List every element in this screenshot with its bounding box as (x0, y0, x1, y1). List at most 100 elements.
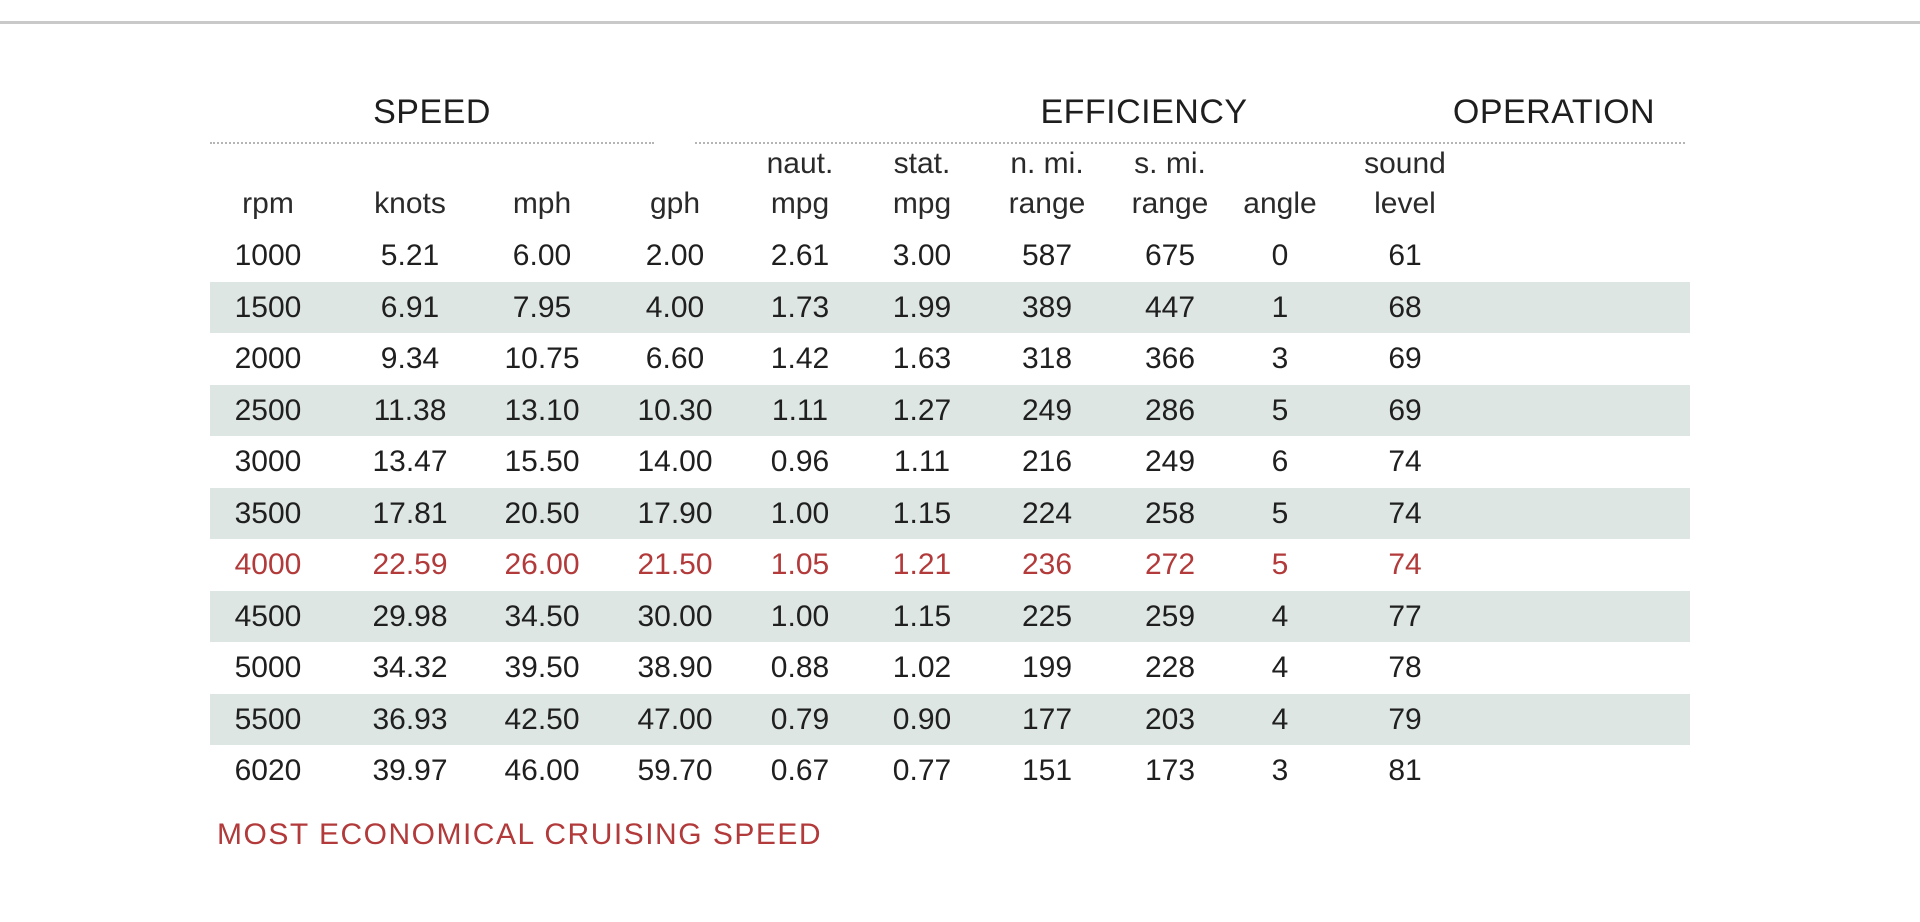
column-header-line2: angle (1243, 187, 1317, 220)
cell-gph: 21.50 (637, 548, 713, 581)
group-header-operation: OPERATION (1423, 90, 1685, 144)
cell-mph: 39.50 (504, 651, 580, 684)
cell-n-mi-range: 199 (1021, 651, 1073, 684)
cell-s-mi-range: 366 (1144, 342, 1196, 375)
cell-sound-level: 74 (1388, 496, 1422, 530)
cell-stat-mpg: 1.02 (892, 651, 952, 684)
column-header-line1: n. mi. (1010, 147, 1084, 180)
cell-rpm: 2500 (234, 393, 302, 427)
cell-stat-mpg: 1.11 (893, 445, 951, 478)
cell-knots: 13.47 (372, 445, 448, 478)
cell-n-mi-range: 389 (1021, 290, 1073, 324)
cell-rpm: 5000 (234, 651, 302, 684)
cell-knots: 11.38 (373, 393, 447, 427)
cell-knots: 34.32 (372, 651, 448, 684)
column-header-line1 (345, 144, 475, 184)
cell-sound-level: 81 (1388, 754, 1422, 787)
cell-knots: 29.98 (372, 599, 448, 633)
column-header-line2: mpg (770, 187, 830, 220)
column-header-line1 (610, 144, 740, 184)
column-header-line2: level (1374, 187, 1436, 220)
table-row: 5000 34.32 39.50 38.90 0.88 1.02 199 228 4 78 (210, 642, 1690, 694)
cell-gph: 30.00 (637, 599, 713, 633)
table-row: 5500 36.93 42.50 47.00 0.79 0.90 177 203 4 79 (210, 693, 1690, 745)
column-header-knots: knots (345, 144, 475, 224)
cell-knots: 9.34 (380, 342, 440, 375)
cell-s-mi-range: 272 (1144, 548, 1196, 581)
cell-mph: 20.50 (504, 496, 580, 530)
cell-naut-mpg: 1.00 (770, 599, 830, 633)
cell-gph: 10.30 (637, 393, 713, 427)
column-header-line2: mpg (892, 187, 952, 220)
cell-rpm: 1500 (234, 290, 302, 324)
cell-gph: 2.00 (645, 239, 705, 272)
cell-rpm: 3500 (234, 496, 302, 530)
footnote: MOST ECONOMICAL CRUISING SPEED (217, 818, 823, 851)
cell-mph: 10.75 (504, 342, 580, 375)
column-header-rpm: rpm (203, 144, 333, 224)
cell-knots: 22.59 (372, 548, 448, 581)
cell-mph: 46.00 (504, 754, 580, 787)
cell-mph: 42.50 (504, 702, 580, 736)
cell-sound-level: 69 (1388, 393, 1422, 427)
cell-sound-level: 68 (1388, 290, 1422, 324)
cell-stat-mpg: 1.27 (892, 393, 952, 427)
column-header-naut-mpg: naut. mpg (735, 144, 865, 224)
cell-stat-mpg: 3.00 (892, 239, 952, 272)
column-header-mph: mph (477, 144, 607, 224)
cell-rpm: 5500 (234, 702, 302, 736)
cell-s-mi-range: 447 (1144, 290, 1196, 324)
cell-gph: 47.00 (637, 702, 713, 736)
cell-n-mi-range: 151 (1021, 754, 1073, 787)
cell-rpm: 3000 (234, 445, 302, 478)
cell-sound-level: 74 (1388, 445, 1422, 478)
cell-n-mi-range: 225 (1021, 599, 1073, 633)
cell-rpm: 1000 (234, 239, 302, 272)
cell-naut-mpg: 2.61 (770, 239, 830, 272)
cell-angle: 5 (1271, 496, 1289, 530)
table-row: 2000 9.34 10.75 6.60 1.42 1.63 318 366 3 69 (210, 333, 1690, 385)
column-header-s-mi-range: s. mi. range (1105, 144, 1235, 224)
cell-naut-mpg: 1.00 (770, 496, 830, 530)
cell-angle: 1 (1271, 290, 1289, 324)
cell-n-mi-range: 249 (1021, 393, 1073, 427)
group-header-efficiency: EFFICIENCY (695, 90, 1593, 144)
column-header-line2: knots (374, 187, 446, 220)
cell-n-mi-range: 177 (1021, 702, 1073, 736)
cell-sound-level: 79 (1388, 702, 1422, 736)
column-header-line1 (477, 144, 607, 184)
cell-sound-level: 77 (1388, 599, 1422, 633)
cell-knots: 36.93 (372, 702, 448, 736)
column-header-line2: rpm (242, 187, 294, 220)
column-header-gph: gph (610, 144, 740, 224)
cell-naut-mpg: 1.11 (771, 393, 829, 427)
cell-mph: 6.00 (512, 239, 572, 272)
cell-knots: 17.81 (372, 496, 448, 530)
column-header-line1 (1215, 144, 1345, 184)
cell-naut-mpg: 1.73 (770, 290, 830, 324)
cell-s-mi-range: 173 (1144, 754, 1196, 787)
cell-stat-mpg: 0.77 (892, 754, 952, 787)
column-header-sound-level: sound level (1340, 144, 1470, 224)
cell-s-mi-range: 203 (1144, 702, 1196, 736)
table-row-highlighted: 4000 22.59 26.00 21.50 1.05 1.21 236 272 5 74 (210, 539, 1690, 591)
cell-stat-mpg: 1.63 (892, 342, 952, 375)
cell-naut-mpg: 0.88 (770, 651, 830, 684)
table-row: 1500 6.91 7.95 4.00 1.73 1.99 389 447 1 68 (210, 281, 1690, 333)
cell-knots: 39.97 (372, 754, 448, 787)
cell-rpm: 6020 (234, 754, 302, 787)
cell-stat-mpg: 1.15 (892, 496, 952, 530)
cell-naut-mpg: 1.05 (770, 548, 830, 581)
table-row: 3000 13.47 15.50 14.00 0.96 1.11 216 249 6 74 (210, 436, 1690, 488)
cell-gph: 59.70 (637, 754, 713, 787)
cell-knots: 5.21 (380, 239, 440, 272)
cell-mph: 15.50 (504, 445, 580, 478)
column-header-angle: angle (1215, 144, 1345, 224)
cell-sound-level: 69 (1388, 342, 1422, 375)
cell-knots: 6.91 (380, 290, 440, 324)
cell-s-mi-range: 675 (1144, 239, 1196, 272)
cell-rpm: 2000 (234, 342, 302, 375)
column-header-line1: naut. (766, 147, 834, 180)
column-header-line2: gph (649, 187, 701, 220)
column-header-line1 (203, 144, 333, 184)
